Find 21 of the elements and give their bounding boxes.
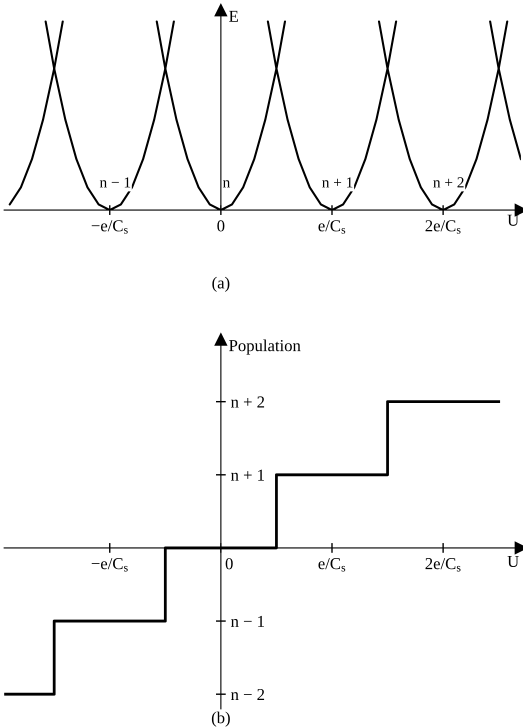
x-tick-label: 0 [226, 558, 233, 570]
y-tick-label: n + 2 [230, 396, 264, 408]
x-tick-label: −e/C$_{s}$ [92, 220, 128, 234]
text: (b) [212, 712, 230, 727]
x-axis-title: U [507, 556, 519, 568]
series-label: n [222, 180, 230, 188]
x-tick-label: e/C$_{s}$ [318, 558, 346, 572]
text: (a) [212, 276, 230, 292]
x-tick-label: 0 [217, 220, 224, 232]
x-tick-label: 2e/C$_{s}$ [426, 220, 461, 234]
x-tick-label: −e/C$_{s}$ [92, 558, 128, 572]
y-tick-label: n − 1 [230, 616, 264, 627]
y-tick-label: n − 2 [230, 688, 264, 700]
series-label: n + 1 [322, 177, 352, 188]
y-axis-title: E [229, 10, 238, 22]
x-tick-label: 2e/C$_{s}$ [426, 558, 461, 572]
y-tick-label: n + 1 [230, 470, 264, 481]
series-label: n + 2 [433, 177, 464, 188]
y-axis-title: Population [229, 340, 301, 355]
series-label: n − 1 [100, 177, 130, 188]
x-tick-label: e/C$_{s}$ [318, 220, 346, 234]
